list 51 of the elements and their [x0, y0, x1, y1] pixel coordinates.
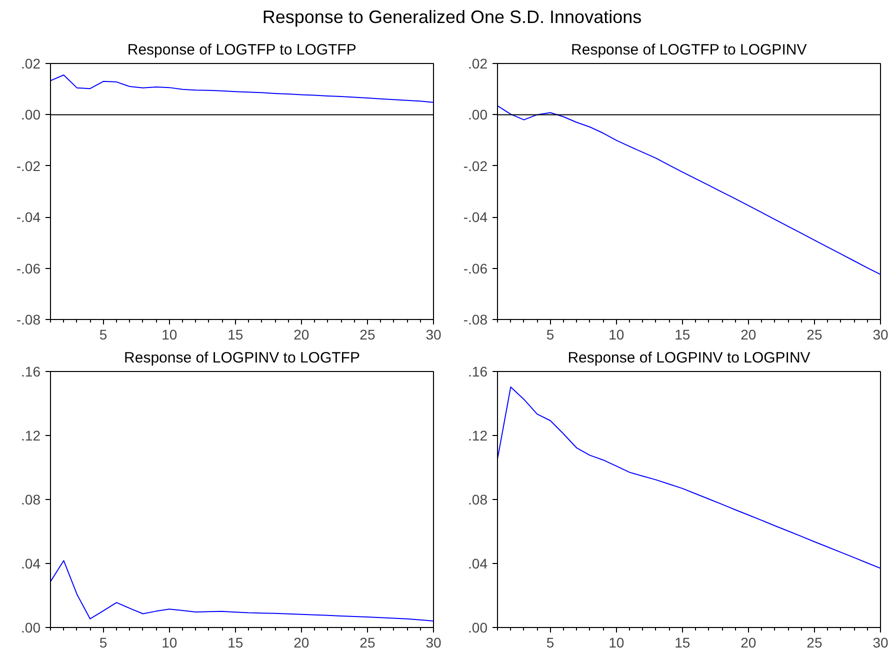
- y-tick-label: .04: [468, 556, 488, 572]
- chart-title: Response of LOGPINV to LOGTFP: [124, 350, 360, 366]
- x-tick-label: 30: [872, 326, 888, 342]
- y-tick-label: .02: [21, 56, 41, 72]
- y-tick-label: -.06: [16, 260, 41, 276]
- y-tick-label: -.02: [463, 158, 488, 174]
- x-tick-label: 25: [360, 634, 376, 650]
- y-tick-label: -.04: [16, 209, 41, 226]
- y-tick-label: .12: [21, 428, 41, 444]
- y-tick-label: -.08: [463, 312, 488, 328]
- x-tick-label: 5: [99, 634, 108, 650]
- x-tick-label: 15: [228, 634, 244, 650]
- chart-title: Response of LOGPINV to LOGPINV: [568, 350, 810, 366]
- y-tick-label: -.04: [463, 209, 488, 226]
- x-tick-label: 10: [608, 634, 624, 650]
- x-tick-label: 15: [674, 634, 690, 650]
- x-tick-label: 25: [806, 634, 822, 650]
- x-tick-label: 15: [674, 326, 690, 342]
- x-tick-label: 15: [228, 326, 244, 342]
- x-tick-label: 25: [806, 326, 822, 342]
- text: Response to Generalized One S.D. Innovations: [261, 6, 643, 29]
- x-tick-label: 5: [546, 634, 554, 650]
- x-tick-label: 10: [608, 326, 624, 342]
- y-tick-label: .16: [21, 364, 41, 380]
- x-tick-label: 30: [426, 326, 442, 342]
- x-tick-label: 5: [546, 326, 554, 342]
- y-tick-label: -.06: [463, 260, 488, 276]
- x-tick-label: 10: [162, 634, 178, 650]
- x-tick-label: 20: [740, 326, 756, 342]
- x-tick-label: 10: [162, 326, 178, 342]
- y-tick-label: .08: [21, 492, 41, 508]
- y-tick-label: .08: [468, 492, 488, 508]
- y-tick-label: .00: [468, 620, 488, 636]
- x-tick-label: 30: [426, 634, 442, 650]
- y-tick-label: .16: [468, 364, 488, 380]
- x-tick-label: 20: [740, 634, 756, 650]
- y-tick-label: -.08: [16, 312, 41, 328]
- x-tick-label: 25: [360, 326, 376, 342]
- x-tick-label: 5: [99, 326, 108, 342]
- y-tick-label: -.02: [16, 158, 41, 174]
- x-tick-label: 20: [294, 326, 310, 342]
- y-tick-label: .12: [468, 428, 488, 444]
- chart-title: Response of LOGTFP to LOGTFP: [127, 42, 356, 58]
- y-tick-label: .02: [468, 56, 488, 72]
- y-tick-label: .00: [468, 106, 488, 123]
- y-tick-label: .04: [21, 556, 41, 572]
- y-tick-label: .00: [21, 106, 41, 123]
- x-tick-label: 20: [294, 634, 310, 650]
- x-tick-label: 30: [872, 634, 888, 650]
- chart-title: Response of LOGTFP to LOGPINV: [571, 42, 807, 58]
- y-tick-label: .00: [21, 620, 41, 636]
